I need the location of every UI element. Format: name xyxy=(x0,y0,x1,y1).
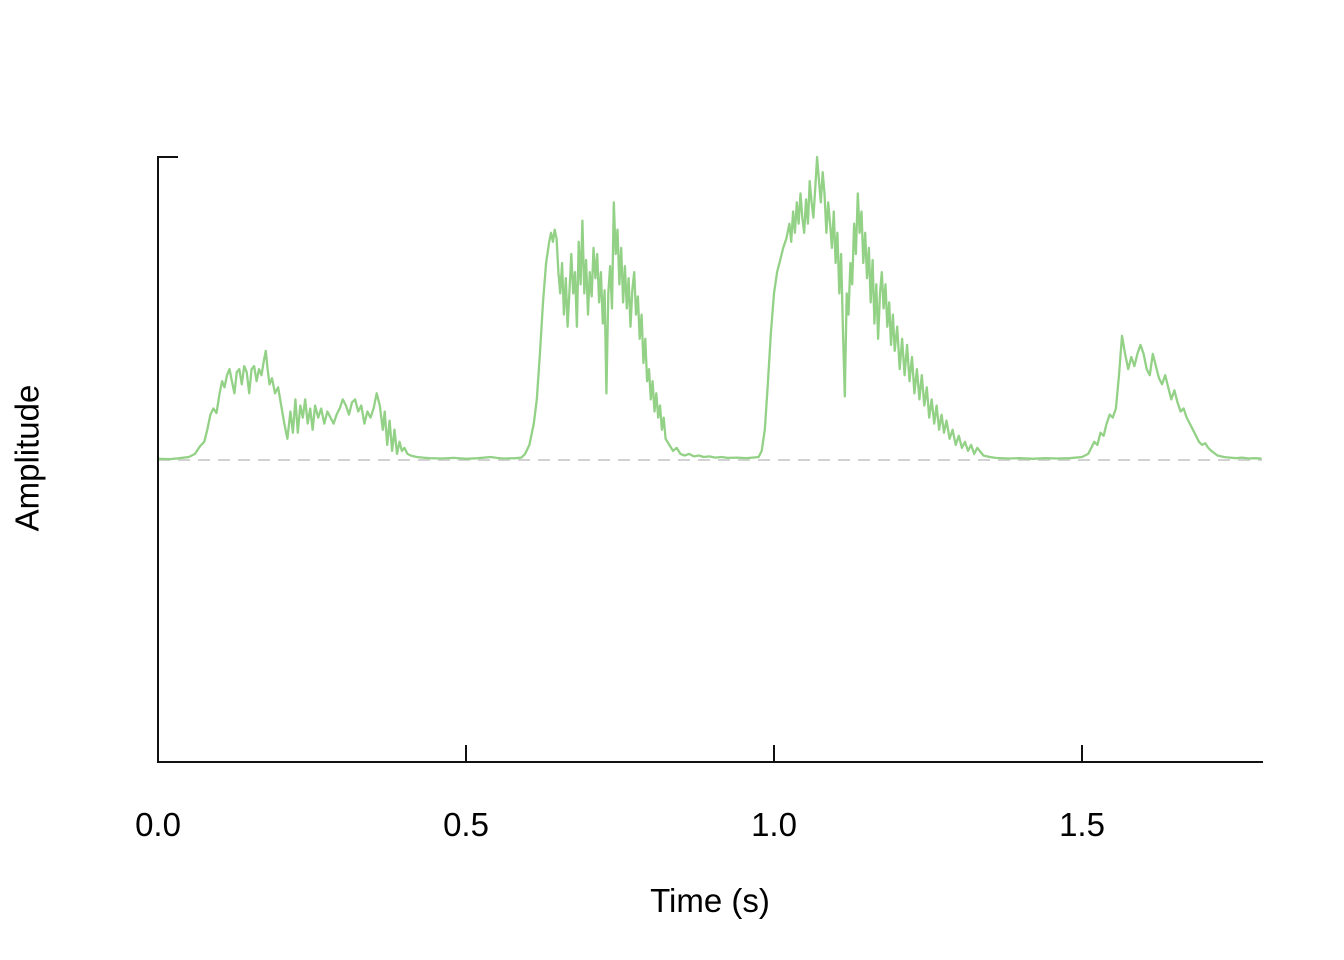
y-axis-label: Amplitude xyxy=(8,384,46,532)
x-tick-label: 0.5 xyxy=(443,806,489,843)
waveform-line xyxy=(156,155,1262,461)
x-tick-label: 1.5 xyxy=(1059,806,1105,843)
x-tick-label: 0.0 xyxy=(135,806,181,843)
x-tick-label: 1.0 xyxy=(751,806,797,843)
x-axis-label: Time (s) xyxy=(650,882,770,919)
